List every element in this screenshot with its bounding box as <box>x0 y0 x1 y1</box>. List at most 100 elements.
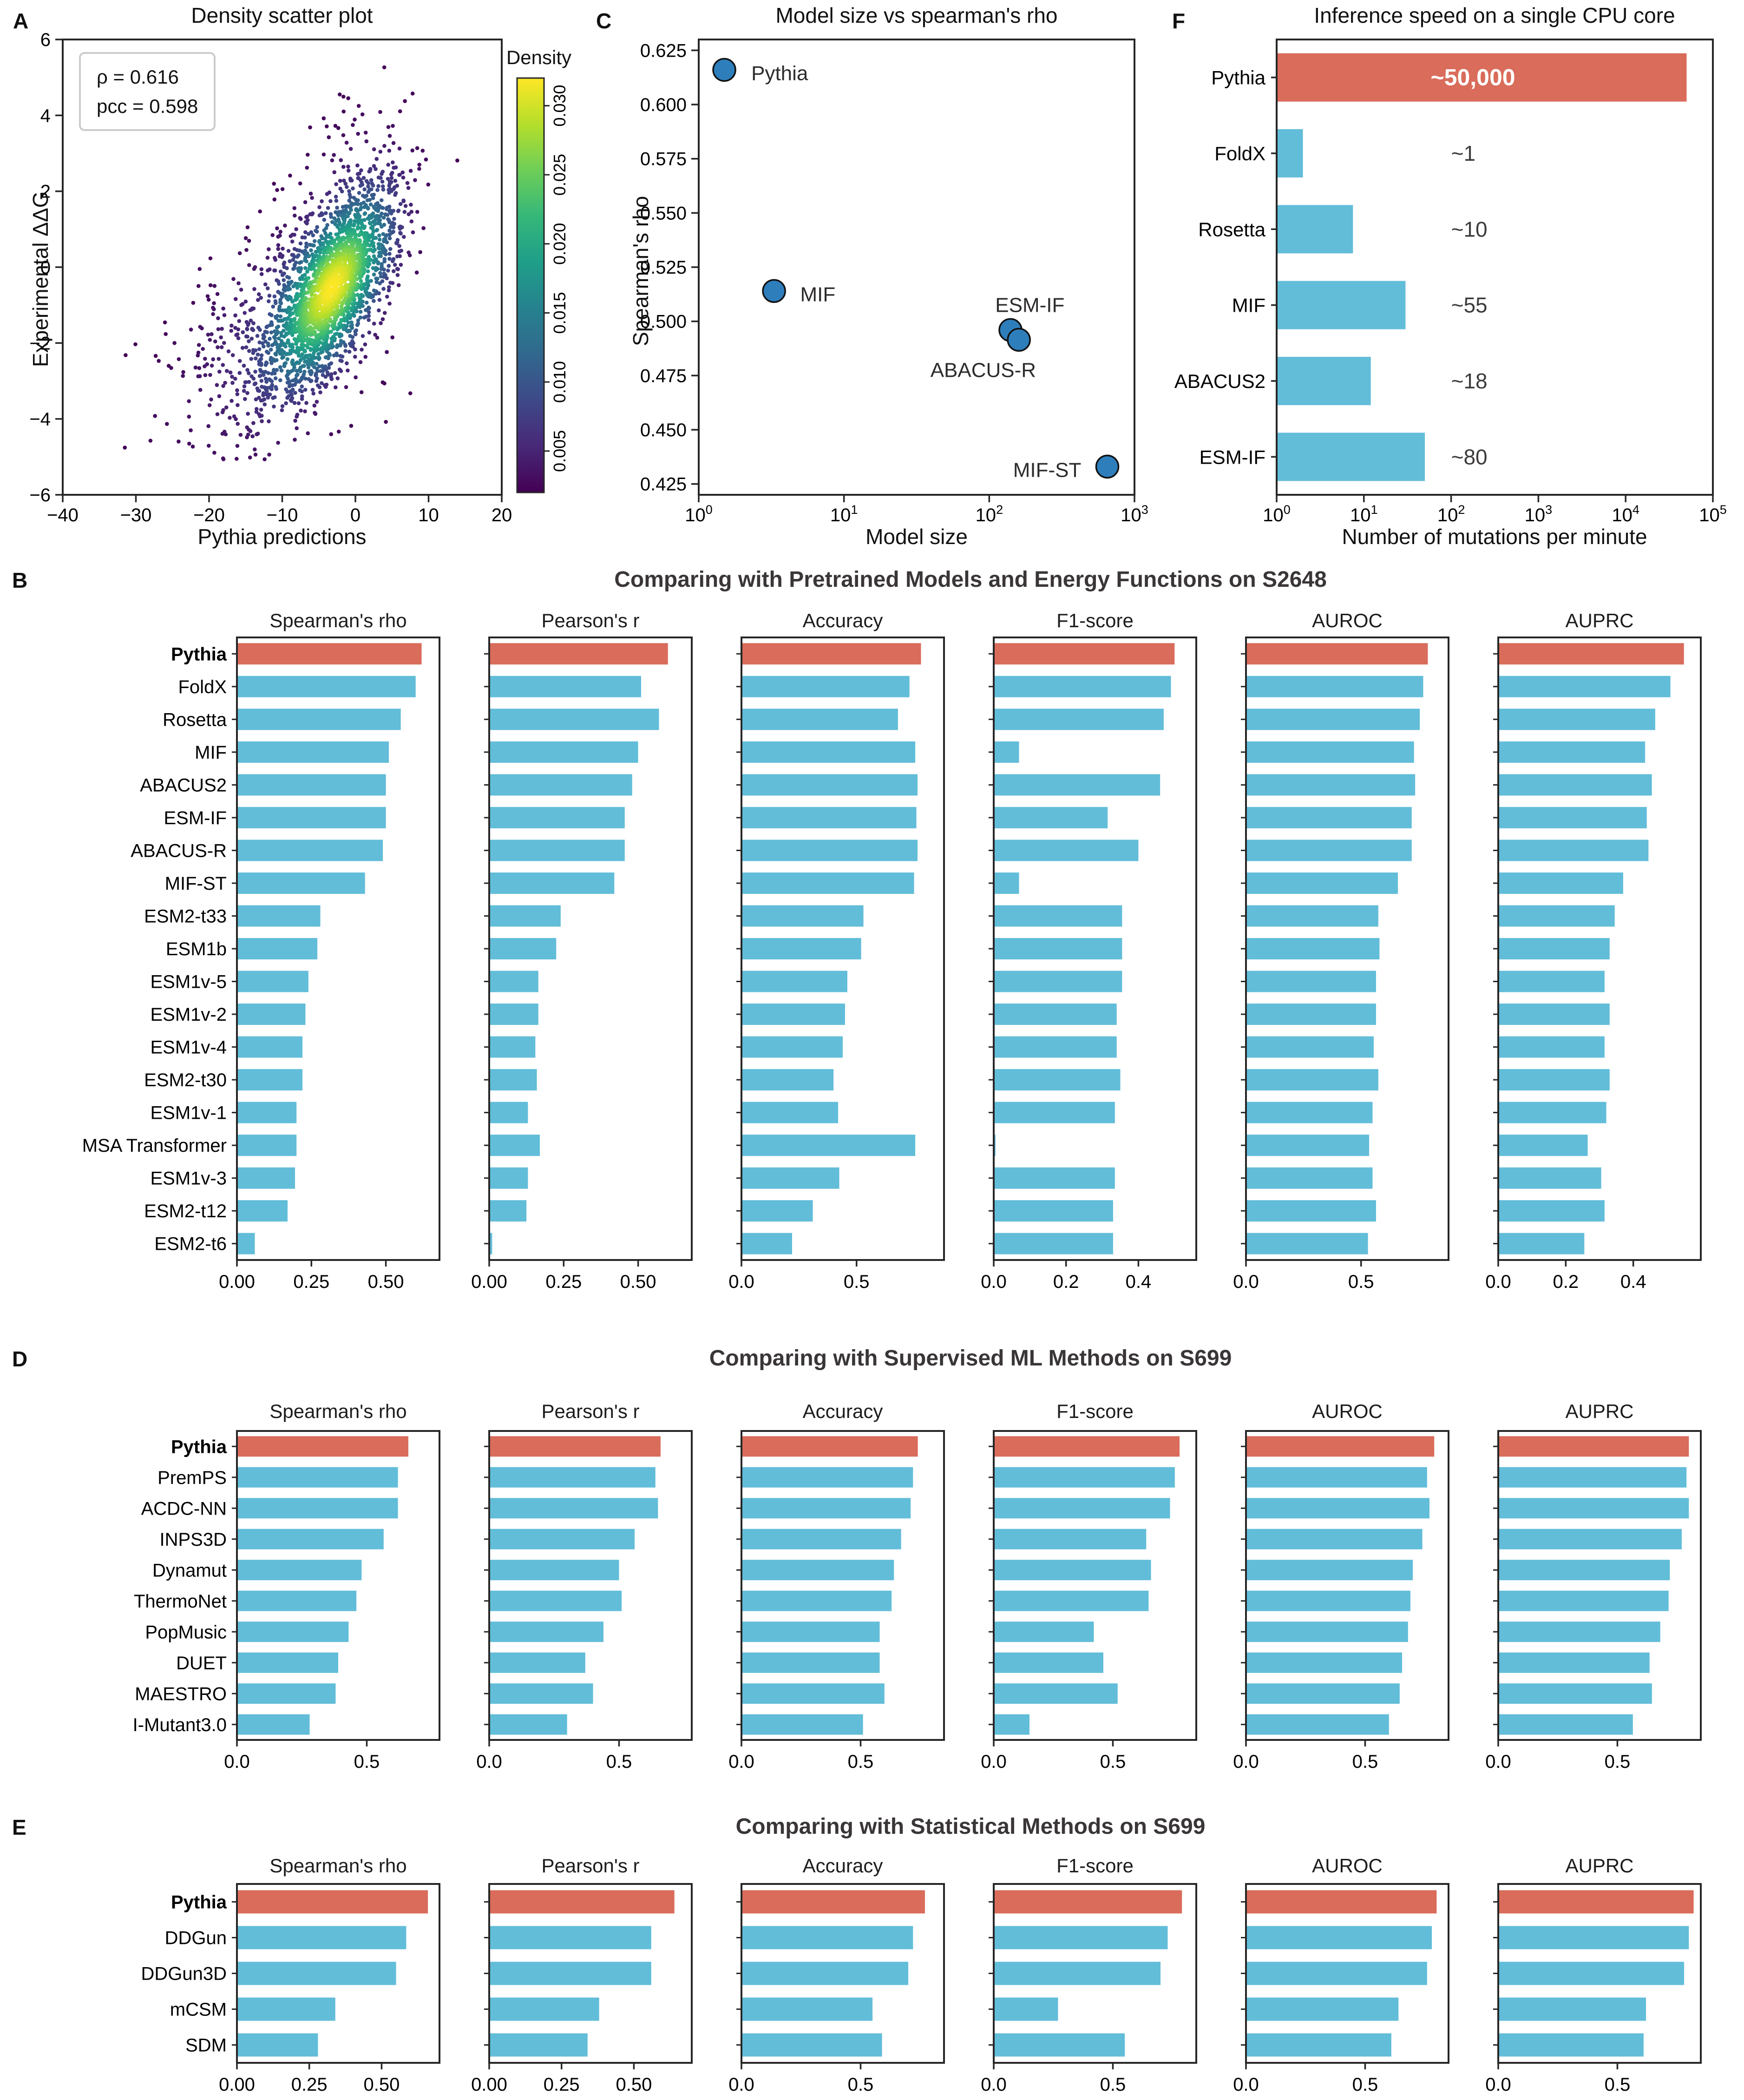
scatter-point <box>299 260 303 264</box>
scatter-point <box>197 284 201 288</box>
scatter-point <box>308 125 312 130</box>
method-label: ABACUS-R <box>131 840 227 861</box>
scatter-point <box>254 410 259 414</box>
scatter-point <box>212 307 216 311</box>
scatter-point <box>272 368 276 372</box>
method-label: INPS3D <box>160 1529 227 1550</box>
scatter-point <box>406 212 411 217</box>
scatter-point <box>253 369 257 374</box>
scatter-point <box>369 226 374 230</box>
scatter-point <box>216 316 220 321</box>
scatter-point <box>197 267 202 271</box>
scatter-point <box>241 330 245 335</box>
metric-bar <box>1246 741 1414 763</box>
scatter-point <box>278 230 282 234</box>
scatter-point <box>355 293 360 297</box>
metric-bar <box>237 1167 295 1189</box>
metric-bar <box>1246 1069 1378 1091</box>
tick-label: 0.00 <box>219 2074 255 2095</box>
metric-bar <box>1498 709 1655 730</box>
method-label: MSA Transformer <box>82 1135 227 1156</box>
scatter-point <box>221 408 225 412</box>
scatter-point <box>300 394 304 399</box>
scatter-point <box>378 110 382 114</box>
scatter-point <box>397 249 402 254</box>
scatter-point <box>347 198 352 203</box>
scatter-point <box>239 288 243 292</box>
scatter-point <box>377 233 381 238</box>
metric-bar <box>237 1436 408 1457</box>
scatter-point <box>281 292 285 296</box>
speed-bar <box>1277 433 1425 481</box>
scatter-point <box>347 211 352 216</box>
scatter-point <box>376 184 380 188</box>
scatter-point <box>374 157 379 161</box>
scatter-point <box>417 167 421 171</box>
tick-label: 0.5 <box>1348 1272 1374 1292</box>
scatter-point <box>310 212 314 217</box>
scatter-point <box>286 249 291 253</box>
scatter-point <box>391 160 395 164</box>
scatter-point <box>362 240 367 244</box>
scatter-point <box>360 348 364 352</box>
scatter-point <box>322 319 326 323</box>
scatter-point <box>257 340 262 345</box>
scatter-point <box>318 250 322 255</box>
tick-label: 0.5 <box>1100 2074 1126 2095</box>
scatter-point <box>259 295 263 300</box>
method-label: DDGun3D <box>141 1964 227 1984</box>
scatter-point <box>355 163 360 168</box>
scatter-point <box>380 262 384 266</box>
scatter-point <box>325 223 329 227</box>
scatter-point <box>311 265 316 270</box>
scatter-point <box>153 354 158 358</box>
scatter-point <box>366 190 371 194</box>
scatter-point <box>371 266 375 270</box>
scatter-point <box>235 457 239 461</box>
method-label: ESM-IF <box>164 808 227 828</box>
scatter-point <box>355 202 360 206</box>
scatter-point <box>380 317 385 322</box>
scatter-point <box>305 337 310 341</box>
method-label: ABACUS2 <box>140 775 227 795</box>
scatter-point <box>403 204 408 208</box>
scatter-point <box>315 361 319 366</box>
scatter-point <box>280 408 284 413</box>
scatter-point <box>353 329 357 334</box>
scatter-point <box>283 361 288 365</box>
metric-bar <box>489 1560 619 1581</box>
scatter-point <box>387 256 392 261</box>
scatter-point <box>245 391 249 395</box>
metric-bar <box>1246 1233 1368 1254</box>
metric-bar <box>741 1714 863 1735</box>
scatter-point <box>334 195 338 199</box>
scatter-point <box>286 338 290 342</box>
metric-bar <box>1498 1890 1694 1914</box>
scatter-point <box>292 317 297 321</box>
scatter-point <box>318 390 322 394</box>
scatter-point <box>357 171 361 176</box>
scatter-point <box>376 175 381 180</box>
scatter-point <box>275 330 280 335</box>
scatter-point <box>245 368 249 372</box>
scatter-point <box>381 232 386 236</box>
scatter-point <box>247 349 251 353</box>
metric-bar <box>1498 1560 1670 1581</box>
scatter-point <box>311 233 315 237</box>
scatter-point <box>203 356 207 361</box>
metric-bar <box>1246 1200 1376 1222</box>
metric-bar <box>1498 1036 1605 1058</box>
scatter-point <box>343 306 348 310</box>
scatter-point <box>357 190 361 195</box>
scatter-point <box>262 457 267 461</box>
metric-title: Spearman's rho <box>269 610 406 631</box>
scatter-point <box>317 364 321 368</box>
metric-bar <box>1246 840 1412 861</box>
scatter-point <box>256 352 260 357</box>
metric-bar <box>741 676 910 697</box>
scatter-point <box>356 104 361 108</box>
metric-bar <box>994 1036 1117 1058</box>
method-label: ESM1v-1 <box>151 1103 227 1123</box>
scatter-point <box>371 184 375 188</box>
scatter-point <box>238 433 243 437</box>
